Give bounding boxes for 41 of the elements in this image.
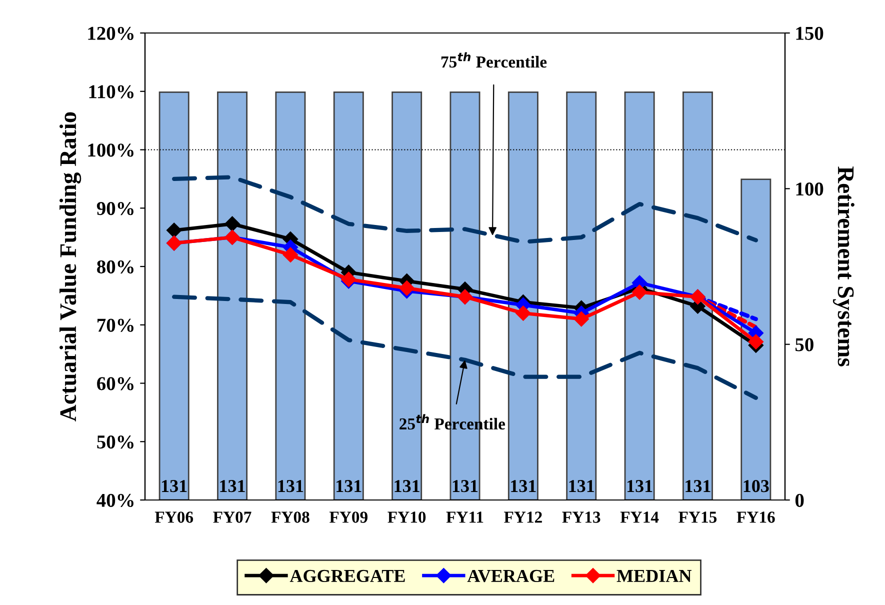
annotation: 75$^{th}$ Percentile [441,52,547,68]
data-label: 131 [278,480,304,492]
x-tick-label: FY10 [388,512,426,523]
data-label: 131 [220,480,245,492]
y-tick-label: 90% [96,202,134,216]
data-label: 131 [394,480,420,492]
legend-label: MEDIAN [616,570,692,582]
data-label: 131 [686,480,710,492]
y2-tick-label: 100 [796,182,824,196]
y2-tick-label: 50 [796,338,814,352]
y-axis-title: Actuarial Value Funding Ratio [60,112,82,422]
y-tick-label: 60% [97,377,134,390]
data-label: 131 [511,480,536,492]
x-tick-label: FY16 [736,512,775,523]
x-tick-label: FY07 [213,512,252,523]
y-tick-label: 120% [88,26,134,40]
y-tick-label: 80% [97,260,134,274]
y-tick-label: 70% [98,318,134,332]
y2-axis-title: Retirement Systems [832,166,854,366]
x-tick-label: FY11 [446,512,484,523]
x-tick-label: FY14 [620,512,659,523]
data-label: 131 [336,480,362,492]
y2-tick-label: 0 [795,494,804,507]
y-tick-label: 40% [96,494,134,507]
legend-label: AVERAGE [467,570,554,582]
data-label: 131 [452,480,478,492]
y2-tick-label: 150 [796,26,824,40]
x-tick-label: FY13 [562,512,600,523]
legend-label: AGGREGATE [290,570,405,582]
x-tick-label: FY06 [154,512,194,523]
x-tick-label: FY09 [329,512,368,523]
data-label: 131 [162,480,187,492]
x-tick-label: FY15 [678,512,717,523]
data-label: 103 [744,480,769,492]
y-tick-label: 110% [89,85,134,98]
x-tick-label: FY08 [271,512,310,523]
data-label: 131 [627,480,652,492]
data-label: 131 [569,480,594,492]
y-tick-label: 100% [88,144,134,157]
y-tick-label: 50% [97,435,134,449]
x-tick-label: FY12 [504,512,542,523]
